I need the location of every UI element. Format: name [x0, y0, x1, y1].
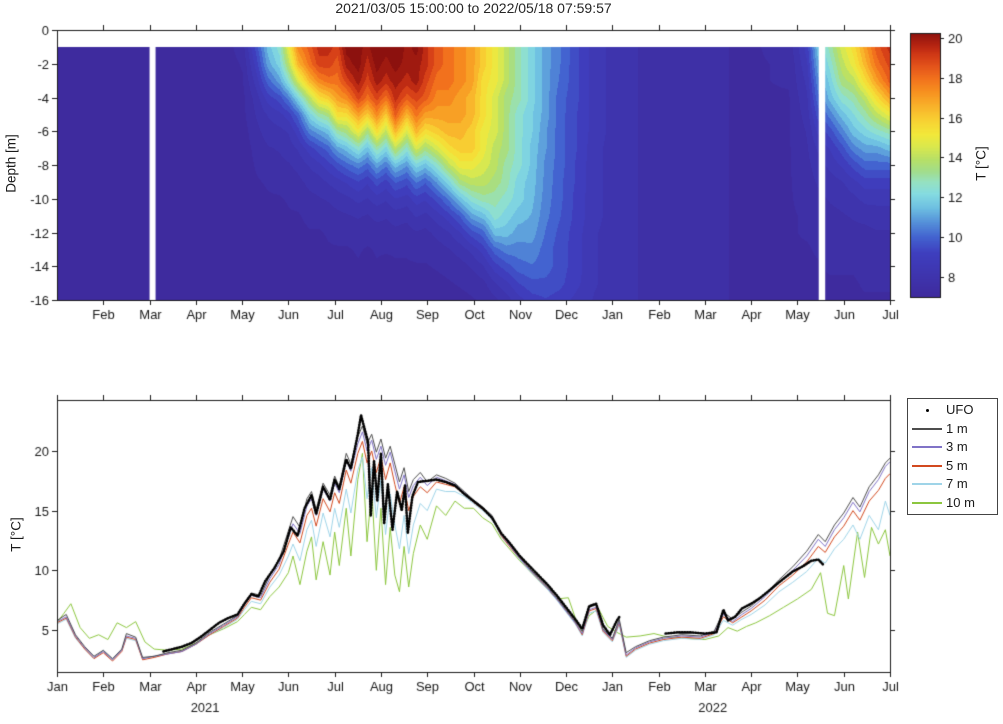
linechart-ylabel: T [°C]: [8, 517, 24, 552]
ufo-dot-marker: [908, 408, 946, 412]
legend-label: 3 m: [946, 439, 968, 455]
line-marker-7m: [908, 483, 946, 486]
legend-item-1m: 1 m: [908, 421, 997, 437]
legend-label: 5 m: [946, 457, 968, 473]
colorbar-label: T [°C]: [973, 146, 989, 181]
legend-item-ufo: UFO: [908, 402, 997, 418]
figure-title: 2021/03/05 15:00:00 to 2022/05/18 07:59:…: [335, 0, 612, 16]
legend-item-5m: 5 m: [908, 458, 997, 474]
legend-label: UFO: [946, 402, 974, 418]
line-marker-1m: [908, 427, 946, 430]
legend-item-3m: 3 m: [908, 439, 997, 455]
heatmap-ylabel: Depth [m]: [3, 134, 19, 193]
legend-item-10m: 10 m: [908, 495, 997, 511]
legend-label: 1 m: [946, 420, 968, 436]
legend-label: 10 m: [946, 494, 975, 510]
legend-item-7m: 7 m: [908, 476, 997, 492]
line-marker-5m: [908, 464, 946, 467]
line-marker-10m: [908, 501, 946, 504]
legend-box: UFO 1 m 3 m 5 m 7 m 10 m: [907, 398, 998, 515]
legend-label: 7 m: [946, 476, 968, 492]
line-marker-3m: [908, 446, 946, 449]
